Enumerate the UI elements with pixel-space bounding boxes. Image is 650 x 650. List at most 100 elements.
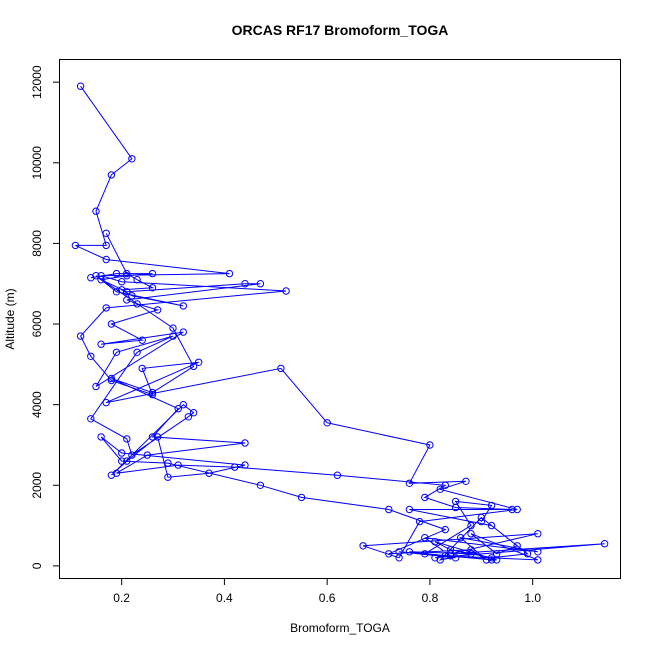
data-point — [282, 287, 290, 295]
data-point — [118, 457, 126, 465]
data-point — [128, 155, 136, 163]
data-point — [431, 538, 439, 546]
data-point — [97, 340, 105, 348]
data-point — [148, 269, 157, 278]
data-point — [256, 280, 265, 288]
data-point — [123, 435, 131, 443]
data-point — [426, 441, 434, 449]
data-point — [385, 505, 393, 514]
data-point — [112, 269, 121, 278]
data-point — [107, 320, 116, 328]
data-point — [487, 556, 496, 564]
data-point — [148, 388, 157, 397]
data-point — [118, 278, 126, 286]
data-point — [487, 521, 496, 530]
data-point — [405, 548, 414, 556]
y-tick-label: 2000 — [30, 472, 44, 499]
data-point — [462, 477, 470, 485]
data-point — [148, 284, 157, 292]
y-tick-label: 10000 — [30, 146, 44, 180]
chart-title: ORCAS RF17 Bromoform_TOGA — [232, 22, 449, 38]
data-point — [102, 241, 110, 250]
data-point — [241, 461, 249, 469]
data-point — [164, 459, 172, 467]
series-line — [95, 233, 538, 561]
data-point — [385, 550, 393, 558]
data-point — [153, 306, 162, 314]
data-point — [477, 513, 485, 522]
data-point — [112, 469, 121, 477]
data-point — [405, 479, 414, 487]
data-point — [87, 415, 95, 423]
data-point — [225, 269, 234, 278]
data-point — [415, 517, 424, 526]
data-point — [395, 548, 403, 556]
data-point — [534, 556, 542, 564]
data-point — [76, 332, 85, 340]
data-point — [102, 255, 110, 264]
data-point — [205, 469, 213, 477]
data-point — [297, 493, 306, 502]
data-point — [441, 552, 449, 560]
data-point — [441, 481, 449, 489]
data-point — [487, 501, 496, 510]
data-point — [97, 272, 105, 280]
data-point — [153, 433, 162, 441]
data-point — [143, 451, 152, 459]
data-point — [123, 272, 131, 280]
data-point — [128, 292, 136, 300]
y-axis-label: Altitude (m) — [3, 288, 17, 349]
plot-frame — [59, 59, 621, 579]
data-point — [436, 485, 444, 493]
data-point — [97, 433, 105, 441]
data-point — [102, 304, 110, 312]
data-point — [467, 546, 475, 554]
y-tick-label: 8000 — [30, 230, 44, 257]
data-point — [487, 554, 496, 562]
data-point — [138, 336, 146, 344]
series-line — [90, 273, 538, 561]
data-point — [123, 269, 131, 278]
y-tick-label: 6000 — [30, 310, 44, 337]
data-point — [231, 463, 239, 471]
data-point — [457, 534, 465, 542]
data-point — [189, 409, 198, 417]
x-tick-label: 0.2 — [113, 591, 130, 605]
x-tick-label: 0.8 — [422, 591, 439, 605]
data-point — [112, 288, 121, 296]
data-point — [421, 534, 429, 542]
data-point — [600, 540, 609, 548]
data-point — [92, 207, 100, 215]
data-point — [436, 556, 444, 564]
data-point — [513, 505, 521, 514]
data-point — [421, 550, 429, 558]
data-point — [123, 296, 131, 304]
data-point — [174, 405, 182, 413]
data-point — [107, 171, 116, 179]
data-point — [477, 517, 485, 526]
data-point — [92, 382, 100, 391]
data-point — [76, 82, 85, 90]
data-point — [508, 505, 516, 514]
data-point — [179, 401, 188, 409]
data-point — [118, 286, 126, 294]
data-point — [277, 364, 285, 373]
data-point — [97, 276, 105, 284]
data-point — [179, 328, 188, 336]
data-point — [534, 530, 542, 538]
x-axis: 0.2 0.4 0.6 0.8 1.0 — [113, 578, 541, 605]
data-point — [256, 481, 265, 489]
data-point — [323, 419, 331, 427]
data-point — [241, 280, 249, 288]
data-point — [87, 352, 95, 360]
data-point — [128, 451, 136, 459]
data-point — [523, 550, 532, 558]
data-point — [493, 556, 501, 564]
data-point — [71, 241, 80, 250]
y-tick-label: 0 — [30, 562, 44, 569]
data-point — [169, 324, 177, 332]
data-point — [102, 398, 110, 407]
data-point — [133, 300, 141, 308]
data-point — [107, 374, 116, 383]
